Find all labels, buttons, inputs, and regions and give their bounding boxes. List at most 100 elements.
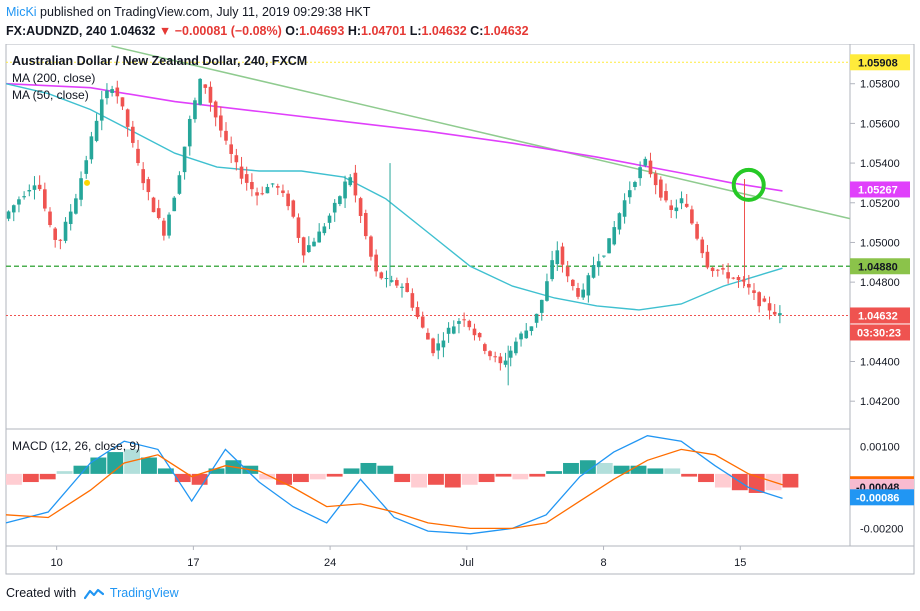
macd-bar-11	[191, 473, 208, 485]
price-axis[interactable]	[849, 44, 915, 547]
macd-bar-2	[39, 473, 56, 480]
candle-53	[281, 184, 285, 197]
candle-42	[224, 122, 228, 145]
ma200-legend[interactable]: MA (200, close)	[12, 71, 95, 85]
candle-35	[187, 115, 192, 156]
candle-63	[332, 199, 337, 222]
trend-line[interactable]	[111, 45, 851, 220]
time-tick-label-0: 10	[51, 557, 63, 569]
candle-0	[6, 210, 11, 222]
candles	[6, 78, 782, 386]
highlight-circle[interactable]	[731, 167, 766, 202]
price-chart[interactable]: 1.05800 1.05600 1.05400 1.05200 1.05000 1.048…	[0, 44, 920, 580]
macd-bar-10	[174, 473, 191, 483]
candle-97	[508, 346, 513, 367]
high-label: H:	[347, 24, 362, 38]
candle-78	[410, 288, 415, 311]
candle-90	[472, 323, 477, 341]
candle-143	[747, 274, 751, 295]
price-tick-label-6: 1.04400	[860, 357, 900, 369]
candle-54	[286, 190, 290, 211]
candle-37	[198, 78, 202, 106]
candle-59	[312, 237, 316, 247]
candle-81	[426, 328, 430, 340]
candle-105	[550, 250, 554, 282]
candle-70	[369, 235, 373, 261]
candle-83	[436, 333, 441, 360]
candle-75	[395, 277, 399, 288]
macd-bar-26	[444, 473, 461, 488]
candle-16	[89, 131, 94, 164]
macd-bar-38	[647, 468, 664, 474]
macd-bar-27	[461, 473, 478, 485]
price-badge-0	[850, 54, 910, 71]
candle-30	[162, 217, 166, 241]
candle-47	[250, 173, 254, 197]
macd-bar-41	[698, 473, 714, 483]
low-label: L:	[409, 24, 422, 38]
candle-106	[555, 241, 560, 271]
candle-68	[358, 196, 363, 224]
time-axis[interactable]	[5, 545, 915, 575]
candle-25	[136, 139, 140, 166]
candle-20	[110, 85, 114, 97]
candle-28	[151, 196, 156, 213]
candle-15	[84, 155, 89, 179]
candle-116	[607, 238, 611, 254]
macd-legend[interactable]: MACD (12, 26, close, 9)	[12, 439, 140, 453]
candle-23	[125, 108, 130, 137]
candle-31	[167, 212, 171, 239]
candle-32	[172, 196, 177, 212]
open-value: 1.04693	[299, 24, 345, 38]
macd-bar-40	[681, 473, 698, 477]
candle-1	[11, 204, 16, 222]
candle-18	[99, 90, 104, 131]
candle-58	[307, 236, 311, 254]
macd-bar-28	[478, 473, 495, 483]
close-label: C:	[470, 24, 484, 38]
candle-38	[203, 84, 208, 94]
signal-line[interactable]	[5, 448, 783, 530]
candle-135	[705, 244, 710, 270]
candle-136	[710, 266, 715, 277]
macd-line[interactable]	[5, 435, 783, 535]
macd-pane[interactable]	[5, 428, 851, 547]
candle-123	[643, 156, 648, 168]
candle-57	[301, 236, 306, 263]
candle-114	[596, 253, 601, 276]
candle-148	[772, 303, 777, 316]
main-pane[interactable]	[5, 44, 851, 430]
candle-79	[415, 301, 420, 320]
macd-bar-19	[326, 473, 343, 477]
price-tick-label-0: 1.05800	[860, 79, 900, 91]
time-tick-label-1: 17	[187, 557, 199, 569]
price-badge-2	[850, 258, 910, 275]
symbol-name: FX:AUDNZD, 240	[6, 24, 107, 38]
candle-13	[74, 193, 78, 215]
macd-bar-46	[782, 473, 799, 488]
candle-19	[105, 83, 109, 105]
candle-141	[736, 275, 741, 288]
candle-69	[363, 209, 368, 240]
tradingview-brand-link[interactable]: TradingView	[109, 586, 179, 600]
candle-104	[545, 273, 549, 302]
macd-bar-4	[73, 465, 90, 474]
candle-11	[63, 217, 68, 244]
candle-93	[488, 350, 492, 361]
ma200-line[interactable]	[5, 82, 783, 192]
time-tick-label-5: 15	[734, 557, 746, 569]
macd-bar-17	[292, 473, 309, 483]
candle-145	[757, 291, 761, 313]
candle-115	[602, 255, 606, 258]
author-link[interactable]: MicKi	[6, 5, 37, 19]
ma50-legend[interactable]: MA (50, close)	[12, 88, 89, 102]
price-badges: 1.05908 1.05267 1.04880 1.04632 03:30:23 -0.0…	[84, 54, 914, 506]
countdown-label: 03:30:23	[857, 327, 901, 339]
candle-45	[239, 156, 244, 185]
macd-bar-25	[428, 473, 444, 485]
candle-144	[752, 283, 756, 301]
macd-bar-30	[512, 473, 529, 480]
countdown-badge	[850, 324, 910, 341]
macd-bar-36	[613, 465, 630, 474]
candle-27	[146, 176, 151, 201]
